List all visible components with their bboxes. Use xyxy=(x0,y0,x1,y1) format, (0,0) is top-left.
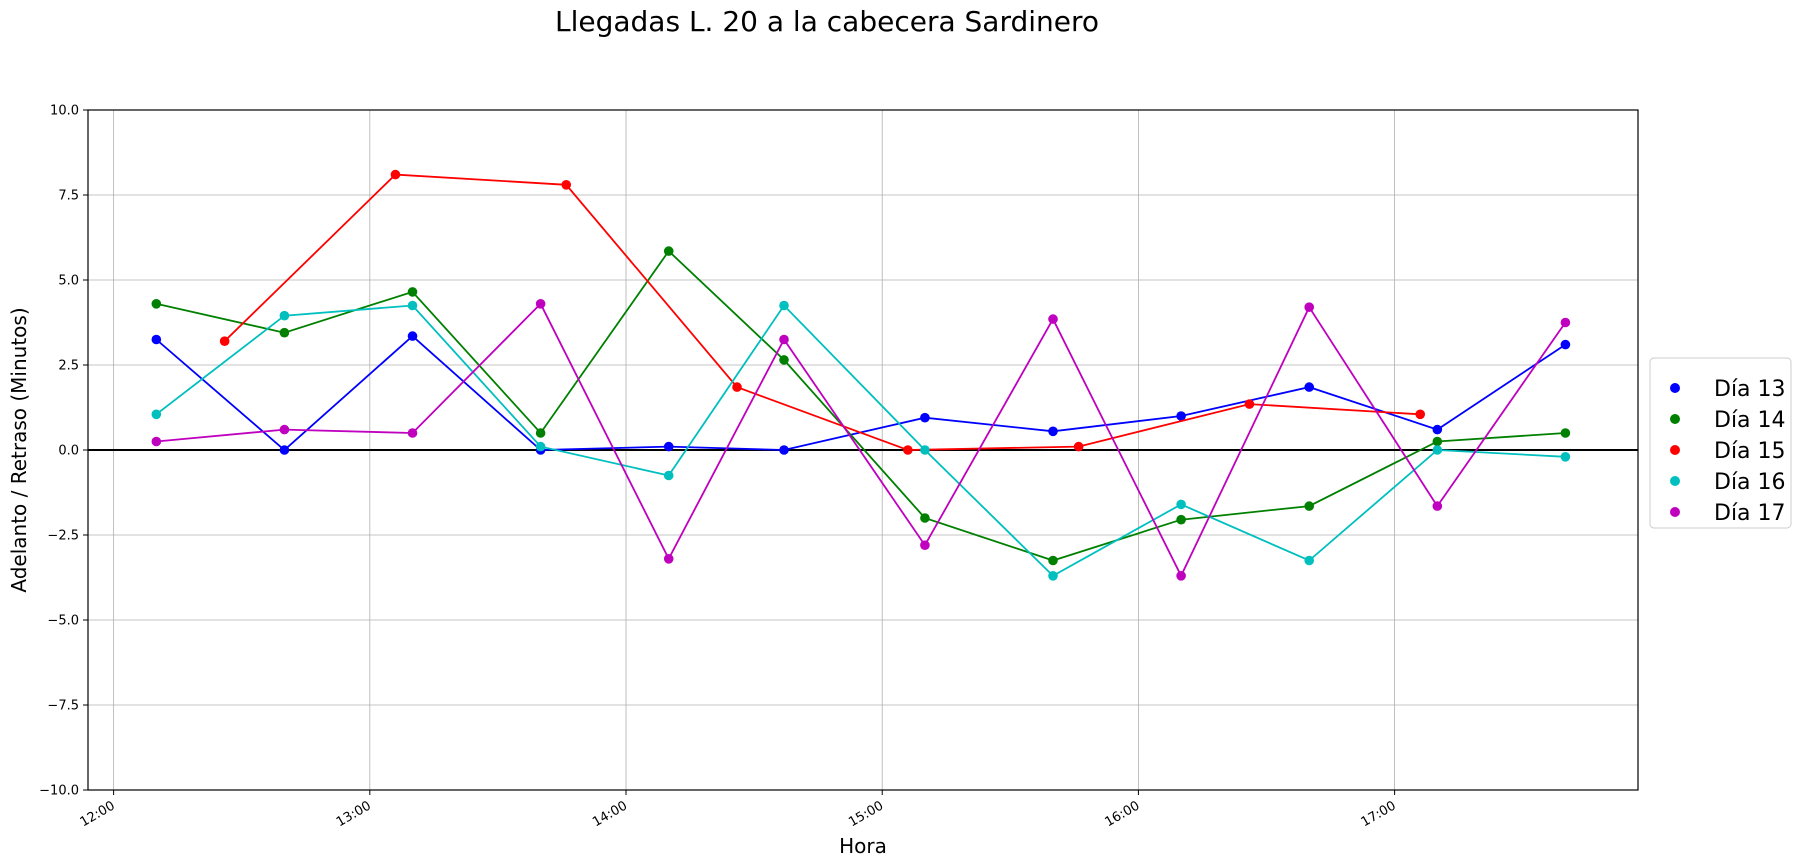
data-point xyxy=(151,436,162,447)
data-point xyxy=(1560,339,1571,350)
data-point xyxy=(535,441,546,452)
data-point xyxy=(1432,501,1443,511)
grid-lines xyxy=(88,109,1638,791)
data-point xyxy=(1304,501,1315,511)
y-tick-label: 10.0 xyxy=(50,104,79,119)
y-tick-label: −2.5 xyxy=(47,529,79,544)
legend-marker xyxy=(1670,445,1680,455)
data-point xyxy=(779,445,789,455)
data-point xyxy=(732,382,742,392)
data-point xyxy=(1048,314,1058,324)
y-tick-label: −7.5 xyxy=(47,699,79,714)
data-point xyxy=(1432,436,1443,447)
data-point xyxy=(1048,426,1058,437)
data-point xyxy=(903,445,913,455)
data-point xyxy=(663,246,674,256)
legend-marker xyxy=(1670,414,1680,424)
y-axis-label: Adelanto / Retraso (Minutos) xyxy=(7,307,31,592)
data-point xyxy=(779,355,789,365)
y-tick-label: 2.5 xyxy=(58,359,79,374)
data-point xyxy=(407,300,418,311)
series-3 xyxy=(219,169,1426,455)
data-point xyxy=(1244,399,1255,409)
data-point xyxy=(779,300,789,311)
data-point xyxy=(1560,428,1571,438)
data-point xyxy=(535,428,546,438)
series-layer xyxy=(151,169,1571,581)
series-line xyxy=(155,304,1566,577)
data-point xyxy=(407,331,418,341)
legend-marker xyxy=(1670,507,1680,517)
data-point xyxy=(151,334,162,345)
series-line xyxy=(156,302,1567,578)
axis-ticks: −10.0 −7.5 −5.0 −2.5 0.0 2.5 5.0 7.5 10.0 12:00 13… xyxy=(39,104,1398,831)
legend: Día 13 Día 14 Día 15 Día 16 Día 17 xyxy=(1649,357,1792,529)
y-tick-label: −5.0 xyxy=(47,614,79,629)
legend-label: Día 16 xyxy=(1714,470,1786,495)
data-point xyxy=(663,441,674,452)
data-point xyxy=(279,424,290,435)
series-2 xyxy=(151,246,1571,566)
data-point xyxy=(1432,424,1443,435)
data-point xyxy=(1560,452,1571,462)
data-point xyxy=(1304,302,1315,313)
data-point xyxy=(390,169,401,180)
data-point xyxy=(1073,441,1084,452)
data-point xyxy=(279,445,290,455)
x-tick-label: 12:00 xyxy=(78,798,118,830)
legend-label: Día 13 xyxy=(1714,377,1786,402)
chart-title: Llegadas L. 20 a la cabecera Sardinero xyxy=(555,5,1099,38)
y-tick-label: 0.0 xyxy=(58,444,79,459)
series-4 xyxy=(151,300,1571,581)
series-line xyxy=(155,334,1566,452)
data-point xyxy=(279,310,290,321)
series-line xyxy=(156,249,1566,562)
data-point xyxy=(407,287,418,297)
x-tick-label: 15:00 xyxy=(846,798,886,830)
x-tick-label: 13:00 xyxy=(334,798,374,830)
data-point xyxy=(1560,317,1571,328)
data-point xyxy=(279,327,290,338)
x-tick-label: 16:00 xyxy=(1102,798,1142,830)
data-point xyxy=(1176,411,1186,421)
series-5 xyxy=(151,299,1571,581)
legend-marker xyxy=(1670,383,1680,393)
data-point xyxy=(1176,499,1186,510)
data-point xyxy=(561,180,572,190)
data-point xyxy=(1048,571,1058,581)
x-tick-label: 14:00 xyxy=(590,798,630,830)
data-point xyxy=(407,428,418,438)
data-point xyxy=(151,299,162,309)
data-point xyxy=(1176,571,1186,581)
legend-box xyxy=(1649,357,1792,529)
data-point xyxy=(535,299,546,309)
data-point xyxy=(1415,409,1426,420)
data-point xyxy=(663,470,674,481)
data-point xyxy=(920,445,930,455)
data-point xyxy=(1304,382,1315,392)
y-tick-label: −10.0 xyxy=(39,784,79,799)
data-point xyxy=(779,334,789,345)
legend-label: Día 15 xyxy=(1714,439,1786,464)
y-tick-label: 5.0 xyxy=(58,274,79,289)
x-tick-label: 17:00 xyxy=(1359,798,1399,830)
y-tick-label: 7.5 xyxy=(58,189,79,204)
data-point xyxy=(920,412,930,423)
data-point xyxy=(1048,555,1058,566)
data-point xyxy=(1176,514,1186,525)
legend-marker xyxy=(1670,476,1680,486)
data-point xyxy=(151,409,162,420)
series-1 xyxy=(151,331,1571,455)
data-point xyxy=(1432,445,1443,455)
legend-label: Día 17 xyxy=(1714,501,1786,526)
data-point xyxy=(920,513,930,523)
series-line xyxy=(223,173,1421,451)
data-point xyxy=(920,540,930,550)
data-point xyxy=(663,554,674,564)
data-point xyxy=(219,336,230,347)
data-point xyxy=(1304,555,1315,566)
legend-label: Día 14 xyxy=(1714,408,1786,433)
x-axis-label: Hora xyxy=(839,834,887,858)
